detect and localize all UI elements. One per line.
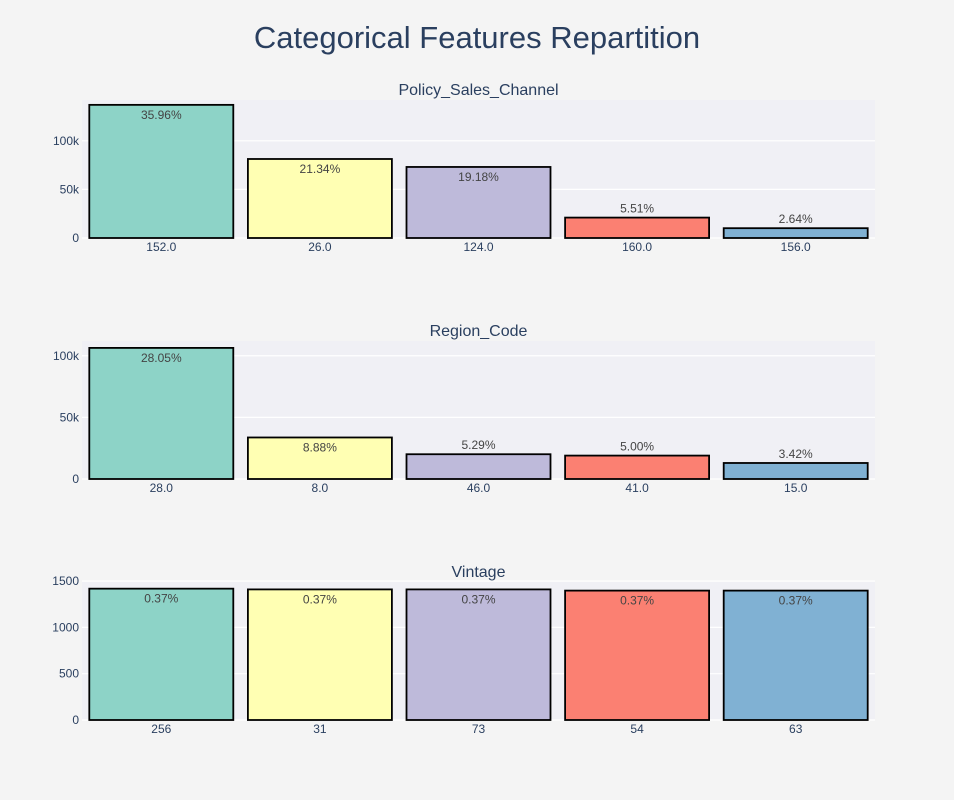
x-tick-label: 63 bbox=[789, 722, 803, 736]
bar[interactable] bbox=[88, 346, 235, 480]
x-tick-label: 46.0 bbox=[467, 481, 491, 495]
bar[interactable] bbox=[564, 216, 710, 239]
data-label: 2.64% bbox=[779, 212, 813, 226]
data-label: 35.96% bbox=[141, 108, 182, 122]
x-tick-label: 8.0 bbox=[312, 481, 329, 495]
data-label: 8.88% bbox=[303, 440, 337, 454]
x-tick-label: 15.0 bbox=[784, 481, 808, 495]
x-tick-label: 156.0 bbox=[781, 240, 811, 254]
x-tick-label: 256 bbox=[151, 722, 171, 736]
data-label: 0.37% bbox=[620, 594, 654, 608]
bar[interactable] bbox=[722, 227, 869, 239]
data-label: 0.37% bbox=[461, 592, 495, 606]
y-tick-label: 1500 bbox=[52, 574, 79, 588]
chart-title: Categorical Features Repartition bbox=[253, 20, 701, 55]
bar[interactable] bbox=[246, 436, 393, 480]
bar[interactable] bbox=[564, 454, 710, 480]
data-label: 5.29% bbox=[461, 438, 495, 452]
bar[interactable] bbox=[246, 158, 393, 239]
data-label: 28.05% bbox=[141, 351, 182, 365]
bar[interactable] bbox=[88, 587, 235, 721]
x-tick-label: 26.0 bbox=[308, 240, 332, 254]
subplot-title: Vintage bbox=[452, 564, 506, 581]
bar[interactable] bbox=[564, 589, 710, 721]
y-tick-label: 100k bbox=[53, 349, 80, 363]
bar[interactable] bbox=[405, 453, 552, 480]
data-label: 3.42% bbox=[779, 447, 813, 461]
data-label: 21.34% bbox=[300, 162, 341, 176]
y-tick-label: 50k bbox=[60, 182, 80, 196]
bar[interactable] bbox=[88, 103, 235, 239]
y-tick-label: 50k bbox=[60, 410, 80, 424]
x-tick-label: 160.0 bbox=[622, 240, 652, 254]
subplot-title: Policy_Sales_Channel bbox=[398, 82, 558, 99]
x-tick-label: 31 bbox=[313, 722, 327, 736]
bar[interactable] bbox=[405, 588, 552, 721]
data-label: 0.37% bbox=[144, 592, 178, 606]
data-label: 0.37% bbox=[303, 592, 337, 606]
y-tick-label: 1000 bbox=[52, 620, 79, 634]
bar[interactable] bbox=[722, 589, 869, 721]
bar[interactable] bbox=[405, 166, 552, 239]
bar[interactable] bbox=[246, 588, 393, 721]
x-tick-label: 41.0 bbox=[625, 481, 649, 495]
bar[interactable] bbox=[722, 462, 869, 480]
x-tick-label: 54 bbox=[630, 722, 644, 736]
x-tick-label: 124.0 bbox=[463, 240, 493, 254]
y-tick-label: 0 bbox=[72, 472, 79, 486]
subplot-title: Region_Code bbox=[430, 323, 528, 340]
data-label: 19.18% bbox=[458, 170, 499, 184]
data-label: 5.51% bbox=[620, 202, 654, 216]
y-tick-label: 0 bbox=[72, 231, 79, 245]
y-tick-label: 500 bbox=[59, 667, 79, 681]
data-label: 5.00% bbox=[620, 440, 654, 454]
x-tick-label: 73 bbox=[472, 722, 486, 736]
y-tick-label: 100k bbox=[53, 134, 80, 148]
x-tick-label: 152.0 bbox=[146, 240, 176, 254]
x-tick-label: 28.0 bbox=[150, 481, 174, 495]
y-tick-label: 0 bbox=[72, 713, 79, 727]
data-label: 0.37% bbox=[779, 594, 813, 608]
